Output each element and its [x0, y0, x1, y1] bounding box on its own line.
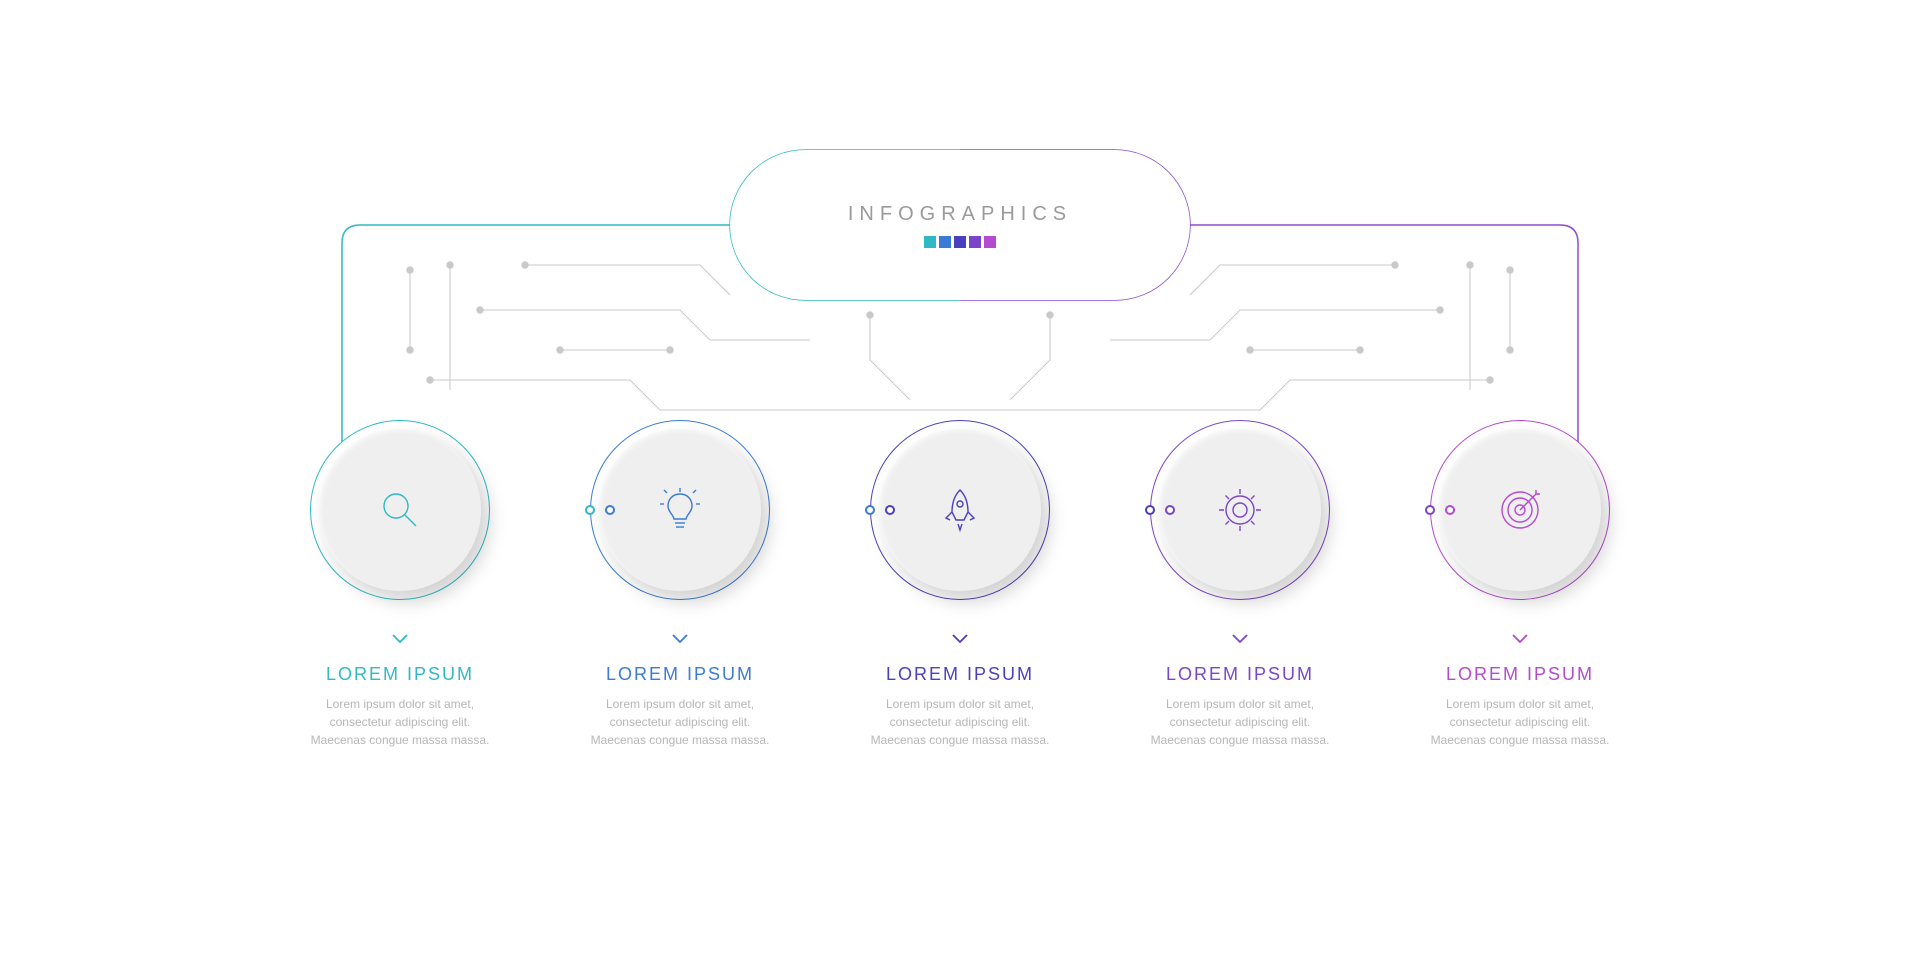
connector-dot	[1425, 505, 1435, 515]
step-3-body: Lorem ipsum dolor sit amet, consectetur …	[870, 695, 1050, 749]
chevron-down-icon	[951, 633, 969, 645]
step-5-body: Lorem ipsum dolor sit amet, consectetur …	[1430, 695, 1610, 749]
step-2-circle-inner	[599, 429, 761, 591]
chevron-down-icon	[1231, 633, 1249, 645]
step-2-chevron	[671, 632, 689, 650]
step-1-chevron	[391, 632, 409, 650]
step-4-title: LOREM IPSUM	[1166, 664, 1314, 685]
step-5-title: LOREM IPSUM	[1446, 664, 1594, 685]
step-4-circle-inner	[1159, 429, 1321, 591]
step-2: LOREM IPSUM Lorem ipsum dolor sit amet, …	[590, 420, 770, 749]
steps-row: LOREM IPSUM Lorem ipsum dolor sit amet, …	[210, 420, 1710, 749]
step-4-chevron	[1231, 632, 1249, 650]
title-pill: INFOGRAPHICS	[730, 150, 1190, 300]
step-3-chevron	[951, 632, 969, 650]
chevron-down-icon	[671, 633, 689, 645]
swatch-4	[969, 236, 981, 248]
step-1: LOREM IPSUM Lorem ipsum dolor sit amet, …	[310, 420, 490, 749]
swatch-2	[939, 236, 951, 248]
step-1-circle	[310, 420, 490, 600]
swatch-3	[954, 236, 966, 248]
step-4-circle	[1150, 420, 1330, 600]
connector-dot	[1445, 505, 1455, 515]
step-5-circle-inner	[1439, 429, 1601, 591]
step-2-circle	[590, 420, 770, 600]
step-4: LOREM IPSUM Lorem ipsum dolor sit amet, …	[1150, 420, 1330, 749]
chevron-down-icon	[391, 633, 409, 645]
connector-dot	[605, 505, 615, 515]
bulb-icon	[656, 486, 704, 534]
step-5: LOREM IPSUM Lorem ipsum dolor sit amet, …	[1430, 420, 1610, 749]
connector-dot	[1145, 505, 1155, 515]
gear-icon	[1216, 486, 1264, 534]
step-3-circle-inner	[879, 429, 1041, 591]
title-swatches	[924, 236, 996, 248]
connector-dot	[585, 505, 595, 515]
target-icon	[1496, 486, 1544, 534]
step-5-chevron	[1511, 632, 1529, 650]
title-text: INFOGRAPHICS	[848, 203, 1072, 226]
swatch-1	[924, 236, 936, 248]
step-5-circle	[1430, 420, 1610, 600]
rocket-icon	[936, 486, 984, 534]
step-1-body: Lorem ipsum dolor sit amet, consectetur …	[310, 695, 490, 749]
step-2-title: LOREM IPSUM	[606, 664, 754, 685]
step-2-body: Lorem ipsum dolor sit amet, consectetur …	[590, 695, 770, 749]
connector-dot	[885, 505, 895, 515]
step-1-title: LOREM IPSUM	[326, 664, 474, 685]
step-3-title: LOREM IPSUM	[886, 664, 1034, 685]
step-1-circle-inner	[319, 429, 481, 591]
chevron-down-icon	[1511, 633, 1529, 645]
search-icon	[376, 486, 424, 534]
step-3: LOREM IPSUM Lorem ipsum dolor sit amet, …	[870, 420, 1050, 749]
connector-dot	[865, 505, 875, 515]
swatch-5	[984, 236, 996, 248]
infographic-stage: INFOGRAPHICS LOREM IPSUM	[210, 90, 1710, 870]
connector-dot	[1165, 505, 1175, 515]
step-3-circle	[870, 420, 1050, 600]
step-4-body: Lorem ipsum dolor sit amet, consectetur …	[1150, 695, 1330, 749]
